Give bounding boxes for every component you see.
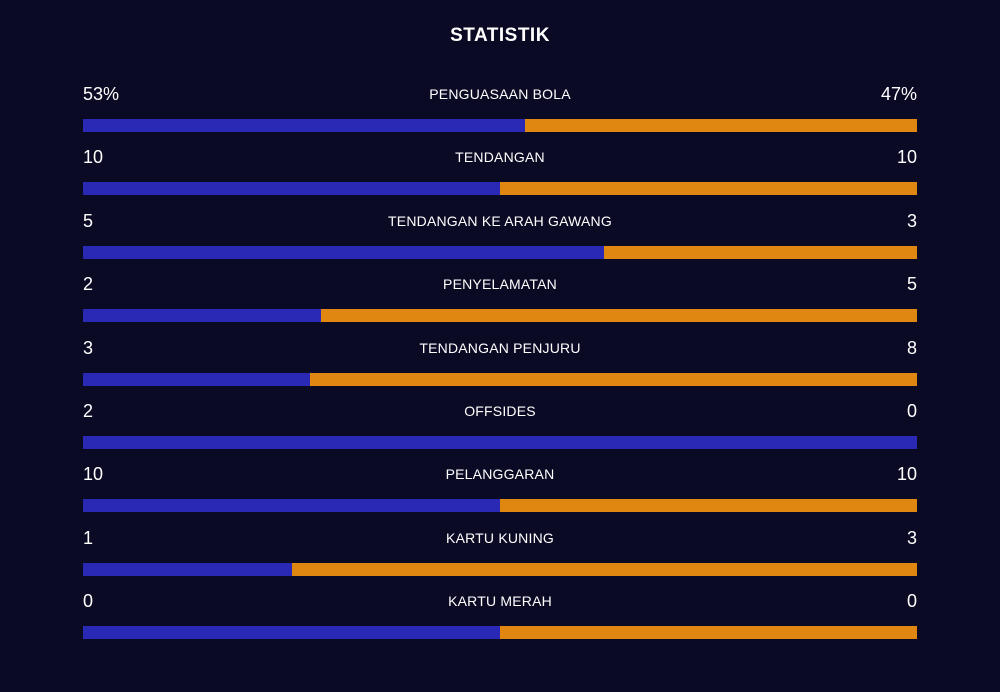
home-value: 10 <box>83 147 104 168</box>
comparison-bar <box>83 372 917 386</box>
stat-header: 1 KARTU KUNING 3 <box>83 524 917 552</box>
home-value: 53% <box>83 84 120 104</box>
home-bar-fill <box>83 309 322 323</box>
away-value: 0 <box>906 400 917 421</box>
stat-row: 2 OFFSIDES 0 <box>83 397 917 460</box>
stat-label: KARTU MERAH <box>448 593 552 610</box>
stat-label: TENDANGAN KE ARAH GAWANG <box>388 212 612 229</box>
stat-row: 10 PELANGGARAN 10 <box>83 460 917 523</box>
stat-label: TENDANGAN PENJURU <box>419 339 581 356</box>
stat-header: 3 TENDANGAN PENJURU 8 <box>83 334 917 362</box>
away-value: 47% <box>880 84 917 104</box>
away-value: 8 <box>906 337 917 358</box>
stat-row: 3 TENDANGAN PENJURU 8 <box>83 334 917 397</box>
home-value: 10 <box>83 464 104 485</box>
comparison-bar <box>83 182 917 196</box>
stat-row: 1 KARTU KUNING 3 <box>83 524 917 587</box>
away-value: 0 <box>906 591 917 612</box>
stat-label: TENDANGAN <box>455 149 545 166</box>
stat-label: KARTU KUNING <box>446 529 554 546</box>
stat-label: PENYELAMATAN <box>443 276 557 293</box>
home-bar-fill <box>83 499 500 513</box>
stat-row: 53% PENGUASAAN BOLA 47% <box>83 80 917 143</box>
home-bar-fill <box>83 245 605 259</box>
home-value: 2 <box>83 400 94 421</box>
stats-list: 53% PENGUASAAN BOLA 47% 10 TENDANGAN 10 5 TENDA… <box>83 80 917 651</box>
home-value: 5 <box>83 210 94 231</box>
stat-header: 5 TENDANGAN KE ARAH GAWANG 3 <box>83 207 917 235</box>
stats-title: STATISTIK <box>450 25 550 46</box>
comparison-bar <box>83 435 917 449</box>
home-value: 3 <box>83 337 94 358</box>
away-value: 5 <box>906 274 917 295</box>
comparison-bar <box>83 562 917 576</box>
home-bar-fill <box>83 182 500 196</box>
stat-header: 2 PENYELAMATAN 5 <box>83 270 917 298</box>
stat-header: 10 PELANGGARAN 10 <box>83 460 917 488</box>
comparison-bar <box>83 245 917 259</box>
stat-header: 2 OFFSIDES 0 <box>83 397 917 425</box>
stat-row: 2 PENYELAMATAN 5 <box>83 270 917 333</box>
home-bar-fill <box>83 562 292 576</box>
stat-header: 53% PENGUASAAN BOLA 47% <box>83 80 917 108</box>
comparison-bar <box>83 499 917 513</box>
home-bar-fill <box>83 435 917 449</box>
stat-row: 5 TENDANGAN KE ARAH GAWANG 3 <box>83 207 917 270</box>
away-value: 10 <box>896 464 917 485</box>
stat-row: 10 TENDANGAN 10 <box>83 143 917 206</box>
away-value: 3 <box>906 527 917 548</box>
home-bar-fill <box>83 626 500 640</box>
home-bar-fill <box>83 372 311 386</box>
comparison-bar <box>83 119 917 132</box>
home-value: 1 <box>83 527 94 548</box>
home-value: 2 <box>83 274 94 295</box>
home-value: 0 <box>83 591 94 612</box>
stat-header: 10 TENDANGAN 10 <box>83 143 917 171</box>
comparison-bar <box>83 309 917 323</box>
stat-header: 0 KARTU MERAH 0 <box>83 587 917 615</box>
away-value: 10 <box>896 147 917 168</box>
away-value: 3 <box>906 210 917 231</box>
stat-label: PELANGGARAN <box>445 466 555 483</box>
home-bar-fill <box>83 119 526 132</box>
stat-label: OFFSIDES <box>464 402 536 419</box>
stat-row: 0 KARTU MERAH 0 <box>83 587 917 650</box>
stat-label: PENGUASAAN BOLA <box>429 86 571 102</box>
comparison-bar <box>83 626 917 640</box>
